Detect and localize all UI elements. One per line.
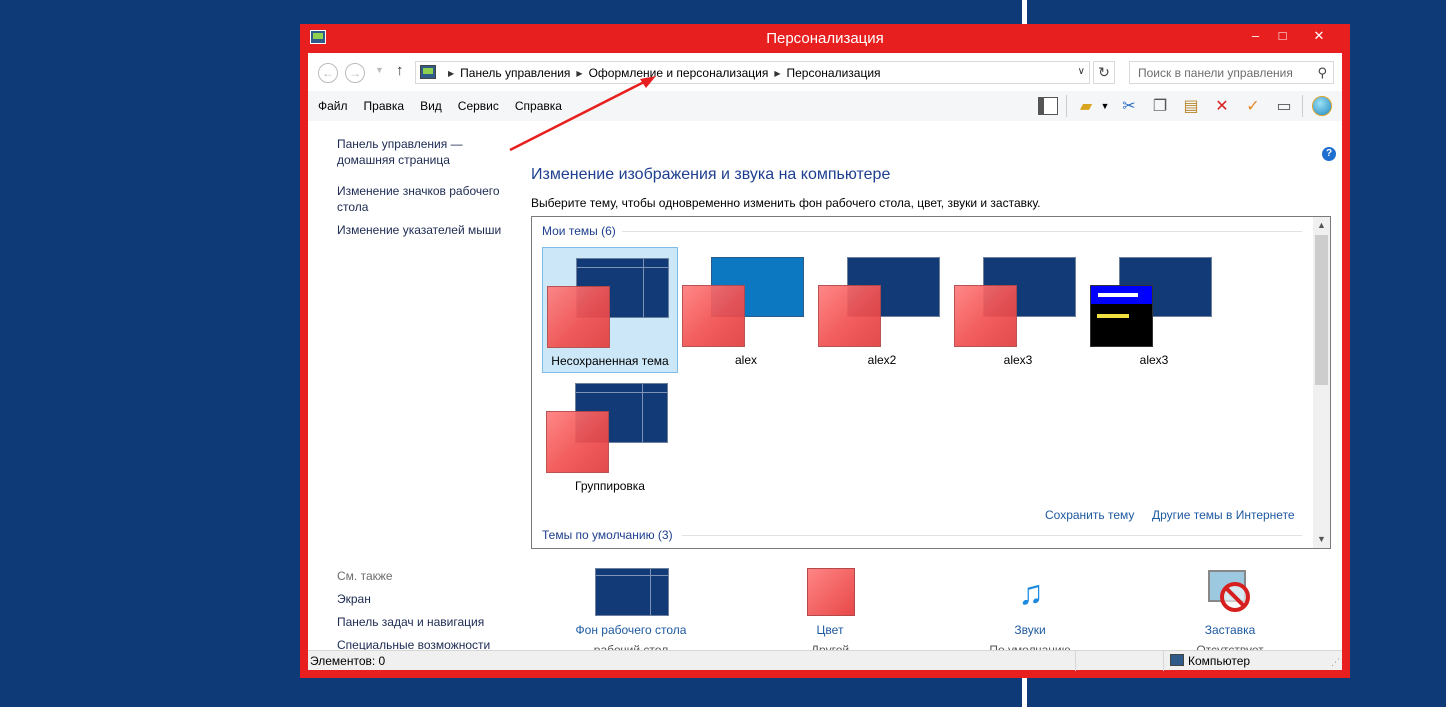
theme-color-swatch <box>682 285 745 347</box>
menu-bar: Файл Правка Вид Сервис Справка ▰ ▼ ✂ ❐ ▤… <box>308 91 1342 121</box>
breadcrumb-separator-icon[interactable]: ▶ <box>576 68 583 78</box>
status-divider <box>1163 651 1164 671</box>
color-swatch-icon <box>807 568 855 616</box>
sounds-link[interactable]: Звуки <box>1014 623 1046 637</box>
link-control-panel-home[interactable]: Панель управления — домашняя страница <box>337 137 463 167</box>
title-bar[interactable]: Персонализация – □ ✕ <box>300 24 1350 52</box>
breadcrumb-appearance[interactable]: Оформление и персонализация <box>588 66 769 80</box>
scroll-up-icon[interactable]: ▲ <box>1317 220 1326 230</box>
theme-label: alex <box>734 353 757 367</box>
group-divider <box>622 231 1302 232</box>
toolbar-separator <box>1302 95 1303 117</box>
maximize-button[interactable]: □ <box>1278 28 1287 43</box>
control-panel-icon[interactable] <box>310 30 326 44</box>
properties-icon[interactable]: ▭ <box>1276 98 1292 115</box>
menu-file[interactable]: Файл <box>318 99 348 113</box>
group-divider <box>682 535 1302 536</box>
link-accessibility[interactable]: Специальные возможности <box>337 638 491 652</box>
theme-label: alex3 <box>1003 353 1033 367</box>
breadcrumb-separator-icon[interactable]: ▶ <box>448 68 455 78</box>
folder-check-icon[interactable]: ▰ <box>1079 98 1093 115</box>
close-button[interactable]: ✕ <box>1313 28 1325 43</box>
themes-list: Мои темы (6) Несохраненная тема alex ale… <box>531 216 1331 549</box>
menu-help[interactable]: Справка <box>514 99 562 113</box>
theme-label: alex2 <box>867 353 897 367</box>
scrollbar-thumb[interactable] <box>1315 235 1328 385</box>
items-count: Элементов: 0 <box>310 654 386 668</box>
save-theme-link[interactable]: Сохранить тему <box>1045 508 1135 522</box>
theme-item[interactable]: Группировка <box>542 373 678 499</box>
breadcrumb-separator-icon[interactable]: ▶ <box>774 68 781 78</box>
default-themes-header[interactable]: Темы по умолчанию (3) <box>542 528 673 542</box>
computer-icon <box>1170 654 1184 666</box>
forward-button[interactable]: → <box>345 63 365 83</box>
copy-icon[interactable]: ❐ <box>1152 98 1168 115</box>
address-bar[interactable]: ▶ Панель управления ▶ Оформление и персо… <box>415 61 1090 84</box>
chevron-down-icon[interactable]: ▼ <box>1100 101 1110 111</box>
status-divider <box>1075 651 1076 671</box>
status-location: Компьютер <box>1188 654 1251 668</box>
back-button[interactable]: ← <box>318 63 338 83</box>
screensaver-link[interactable]: Заставка <box>1204 623 1256 637</box>
control-panel-icon <box>420 65 436 79</box>
search-placeholder: Поиск в панели управления <box>1138 66 1293 80</box>
breadcrumb-control-panel[interactable]: Панель управления <box>460 66 571 80</box>
link-mouse-pointers[interactable]: Изменение указателей мыши <box>337 223 502 237</box>
theme-item[interactable]: alex3 <box>1086 247 1222 373</box>
navigation-bar: ← → ▼ ↑ ▶ Панель управления ▶ Оформление… <box>308 53 1342 91</box>
chevron-down-icon[interactable]: ∨ <box>1077 66 1085 77</box>
wallpaper-icon <box>595 568 669 616</box>
globe-icon[interactable] <box>1310 94 1334 118</box>
my-themes-header[interactable]: Мои темы (6) <box>542 224 616 238</box>
high-contrast-thumbnail <box>1090 285 1153 347</box>
page-title: Изменение изображения и звука на компьют… <box>531 166 891 183</box>
desktop-background-link[interactable]: Фон рабочего стола <box>575 623 687 637</box>
help-icon[interactable]: ? <box>1322 147 1336 161</box>
refresh-button[interactable]: ↻ <box>1093 61 1115 84</box>
window-title: Персонализация <box>766 30 884 47</box>
personalization-window: Персонализация – □ ✕ ← → ▼ ↑ ▶ Панель уп… <box>300 24 1350 678</box>
toolbar: ▰ ▼ ✂ ❐ ▤ ✕ ✓ ▭ <box>1029 94 1334 118</box>
pane-icon[interactable] <box>1036 94 1060 118</box>
see-also-title: См. также <box>337 569 393 583</box>
search-input[interactable]: Поиск в панели управления ⚲ <box>1129 61 1334 84</box>
search-icon[interactable]: ⚲ <box>1317 65 1327 80</box>
menu-tools[interactable]: Сервис <box>457 99 499 113</box>
more-themes-online-link[interactable]: Другие темы в Интернете <box>1152 508 1295 522</box>
up-button[interactable]: ↑ <box>396 62 404 79</box>
color-link[interactable]: Цвет <box>816 623 844 637</box>
menu-view[interactable]: Вид <box>420 99 442 113</box>
recent-locations-dropdown[interactable]: ▼ <box>375 65 384 75</box>
paste-icon[interactable]: ▤ <box>1183 98 1199 115</box>
theme-label: Группировка <box>575 479 645 493</box>
cut-icon[interactable]: ✂ <box>1122 98 1136 115</box>
window-client: ← → ▼ ↑ ▶ Панель управления ▶ Оформление… <box>308 53 1342 671</box>
theme-item[interactable]: alex3 <box>950 247 1086 373</box>
minimize-button[interactable]: – <box>1251 28 1260 43</box>
scrollbar[interactable]: ▲ ▼ <box>1313 217 1330 548</box>
resize-grip-icon[interactable]: ⋰ <box>1331 657 1340 667</box>
breadcrumb-personalization[interactable]: Персонализация <box>786 66 881 80</box>
theme-color-swatch <box>547 286 610 348</box>
menu-edit[interactable]: Правка <box>363 99 405 113</box>
theme-item[interactable]: Несохраненная тема <box>542 247 678 373</box>
theme-item[interactable]: alex <box>678 247 814 373</box>
scroll-down-icon[interactable]: ▼ <box>1317 534 1326 544</box>
delete-icon[interactable]: ✕ <box>1215 98 1229 115</box>
screensaver-disabled-icon <box>1206 570 1256 616</box>
link-taskbar-navigation[interactable]: Панель задач и навигация <box>337 615 485 629</box>
theme-color-swatch <box>546 411 609 473</box>
link-desktop-icons[interactable]: Изменение значков рабочего стола <box>337 184 500 214</box>
status-bar: Элементов: 0 Компьютер ⋰ <box>308 650 1342 671</box>
theme-color-swatch <box>818 285 881 347</box>
sounds-icon: ♫ <box>1018 574 1044 612</box>
toolbar-separator <box>1066 95 1067 117</box>
link-display[interactable]: Экран <box>337 592 371 606</box>
theme-label: alex3 <box>1139 353 1169 367</box>
page-subtitle: Выберите тему, чтобы одновременно измени… <box>531 196 1041 210</box>
theme-color-swatch <box>954 285 1017 347</box>
theme-label: Несохраненная тема <box>551 354 669 368</box>
check-icon[interactable]: ✓ <box>1246 98 1260 115</box>
theme-item[interactable]: alex2 <box>814 247 950 373</box>
